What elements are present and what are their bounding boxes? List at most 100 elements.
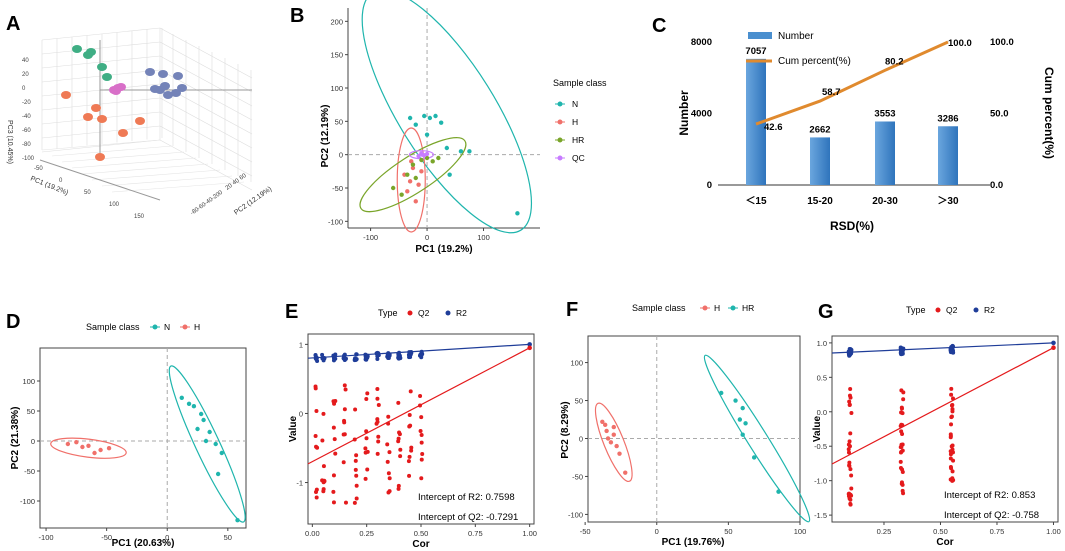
point-QC — [424, 151, 430, 157]
q2-point — [948, 433, 953, 438]
x-tick-label: 15-20 — [807, 196, 833, 207]
x-tick: -50 — [34, 166, 43, 172]
cum-percent-label: 42.6 — [764, 122, 783, 133]
q2-point — [846, 447, 851, 452]
q2-point — [396, 436, 401, 441]
q2-point — [407, 413, 412, 418]
y-tick-label: 0 — [299, 409, 303, 418]
q2-point — [342, 418, 347, 423]
q2-point — [846, 450, 851, 455]
q2-point — [949, 415, 954, 420]
q2-point — [899, 429, 904, 434]
x-tick-label: 0 — [425, 233, 429, 242]
panel-label-d: D — [6, 311, 20, 333]
q2-point — [375, 451, 380, 456]
y-tick-label: -100 — [328, 217, 343, 226]
q2-point — [332, 437, 337, 442]
q2-point — [899, 481, 904, 486]
cum-percent-line — [755, 40, 949, 126]
pca3d-point — [83, 113, 93, 121]
q2-point — [396, 483, 401, 488]
legend-label-cum: Cum percent(%) — [778, 56, 851, 67]
point-HR — [430, 159, 435, 164]
y-tick-label: 0 — [707, 180, 712, 191]
q2-point — [420, 452, 425, 457]
y-tick-label: -100 — [20, 497, 35, 506]
grid-line — [41, 139, 161, 153]
point-HR — [776, 489, 781, 494]
legend-key-R2 — [973, 307, 979, 313]
y-tick: -40 — [204, 196, 215, 206]
point-HR — [390, 185, 396, 191]
point-H — [407, 179, 413, 184]
r2-point — [313, 353, 318, 358]
q2-point — [847, 463, 852, 468]
q2-point — [385, 442, 390, 447]
point-N — [195, 426, 200, 432]
y-tick-label: -1.0 — [814, 477, 827, 486]
q2-point — [386, 414, 391, 419]
grid-line — [41, 55, 161, 69]
q2-point — [342, 432, 347, 437]
legend-title: Sample class — [86, 322, 140, 332]
y-tick-label: 1.0 — [817, 339, 827, 348]
x-tick-label: 50 — [724, 527, 732, 536]
legend-key-HR — [730, 305, 736, 311]
q2-point — [949, 392, 954, 397]
point-HR — [424, 155, 430, 161]
x-tick-label: -50 — [580, 527, 591, 536]
point-H — [614, 443, 619, 449]
q2-point — [354, 483, 359, 488]
pca3d-point — [145, 68, 155, 76]
confidence-ellipse-H — [594, 402, 633, 483]
grid-line — [159, 27, 253, 79]
q2-point — [353, 467, 358, 472]
q2-point — [386, 471, 391, 476]
point-N — [427, 115, 433, 121]
q2-point — [949, 444, 954, 449]
grid-line — [81, 163, 209, 175]
q2-point — [949, 422, 954, 427]
q2-point — [314, 487, 319, 492]
legend-key-number — [748, 32, 772, 39]
point-H — [74, 440, 79, 445]
y-tick-label: -50 — [24, 467, 35, 476]
point-HR — [405, 172, 410, 177]
y2-tick-label: 50.0 — [990, 109, 1009, 120]
q2-point — [321, 411, 326, 416]
x-tick-label: 0 — [165, 533, 169, 542]
q2-point — [407, 473, 412, 478]
pca3d-point — [135, 117, 145, 125]
point-HR — [751, 455, 757, 460]
r2-point — [948, 350, 953, 355]
y-tick-label: 0.5 — [817, 373, 827, 382]
q2-point — [849, 410, 854, 415]
x-tick-label: 0.75 — [468, 529, 483, 538]
point-N — [207, 429, 212, 435]
y-tick-label: -1.5 — [814, 511, 827, 520]
q2-point — [898, 459, 903, 464]
grid-line — [41, 69, 161, 83]
grid-line — [41, 41, 161, 55]
y-axis-title: PC2 (21.38%) — [10, 407, 21, 470]
x-tick-label: 50 — [224, 533, 232, 542]
x-tick-label: 100 — [794, 527, 807, 536]
q2-point — [948, 449, 953, 454]
panel-label-c: C — [652, 15, 666, 37]
panel-g: 0.25 0.50 0.75 1.00 -1.5 -1.0 -0.5 0.0 0.5 1.0 Val… — [812, 305, 1061, 548]
point-N — [467, 149, 472, 154]
point-H — [605, 436, 611, 441]
q2-point — [385, 459, 390, 464]
pca3d-point — [61, 91, 71, 99]
z-axis-label: PC3 (10.45%) — [6, 120, 13, 164]
x-tick-label: ＞30 — [937, 195, 959, 207]
q2-point — [396, 486, 401, 491]
point-N — [235, 518, 240, 523]
q2-point — [419, 432, 424, 437]
z-tick: -60 — [22, 128, 31, 134]
pca3d-point — [173, 72, 183, 80]
q2-point — [849, 486, 854, 491]
q2-point — [950, 476, 955, 481]
grid-line — [41, 139, 161, 151]
